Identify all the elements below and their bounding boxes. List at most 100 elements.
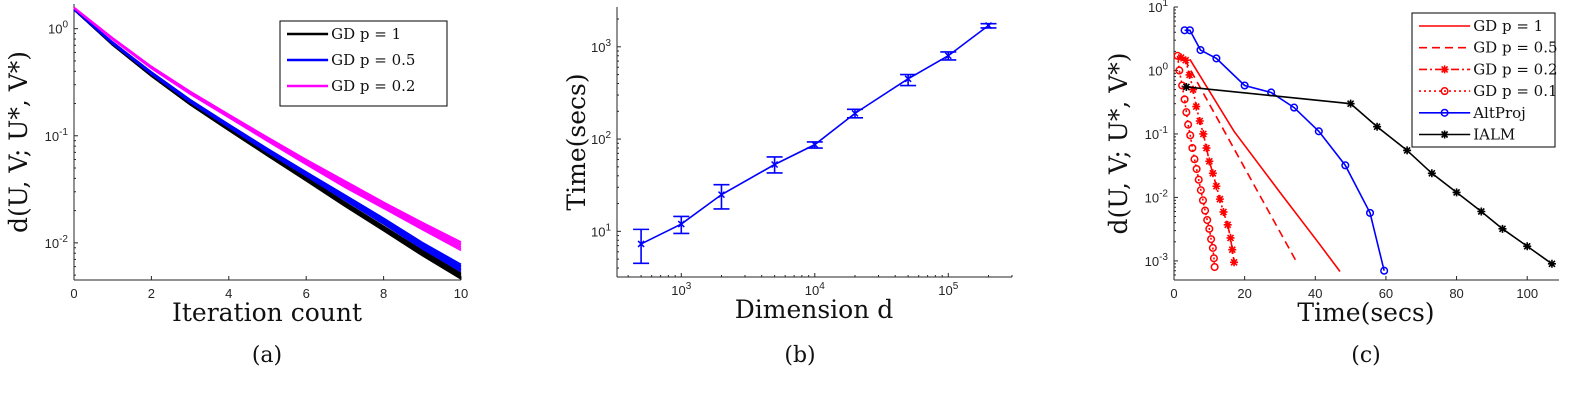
x-tick-label: 100 [1516,286,1538,301]
circle-marker [1180,95,1189,104]
y-axis-label: d(U, V; U*, V*) [1104,52,1133,234]
asterisk-marker [1230,258,1239,267]
legend-label: GD p = 0.5 [1473,39,1557,57]
circle-marker [1341,161,1350,170]
legend-label: GD p = 0.1 [1473,82,1557,100]
series-ialm [1182,82,1556,268]
asterisk-marker [1228,245,1237,254]
tick-base: 10 [591,132,605,147]
circle-marker [1380,266,1389,275]
x-marker [717,191,726,199]
y-axis-label: Time(secs) [562,73,591,210]
circle-marker [1185,26,1194,35]
series-line [1184,29,1385,271]
y-axis-label: d(U, V; U*, V*) [4,51,33,233]
tick-base: 10 [1148,63,1162,78]
panel-c: Time(secs)d(U, V; U*, V*)(c)GD p = 1GD p… [1104,6,1559,368]
x-tick-label: 104 [805,281,825,298]
tick-base: 10 [45,129,59,144]
tick-exponent: 1 [1162,0,1168,9]
asterisk-marker [1523,242,1532,251]
circle-marker [1173,51,1182,60]
circle-marker [1365,208,1375,217]
legend-label: GD p = 0.5 [331,51,415,69]
panel-caption: (c) [1351,343,1381,368]
asterisk-marker [1202,144,1211,153]
error-bar [900,73,917,87]
asterisk-marker [1346,99,1355,108]
x-tick-label: 60 [1379,286,1393,301]
asterisk-marker [1440,65,1449,74]
x-axis-label: Dimension d [735,295,894,324]
x-axis-label: Iteration count [172,298,362,327]
asterisk-marker [1192,102,1201,111]
circle-marker [1210,262,1219,272]
circle-marker [1290,103,1299,112]
asterisk-marker [1547,259,1556,268]
tick-base: 10 [1145,127,1159,142]
tick-exponent: -2 [1159,188,1168,199]
tick-base: 10 [48,22,62,37]
error-bar [633,228,650,265]
circle-marker [1440,108,1449,117]
y-tick-label: 10-1 [1145,125,1169,142]
x-marker [851,109,859,117]
tick-base: 10 [45,236,59,251]
x-tick-label: 10 [454,286,468,301]
series-line [1176,55,1216,268]
asterisk-marker [1215,195,1224,204]
tick-exponent: 2 [605,130,611,141]
tick-base: 10 [938,283,952,298]
legend-label: GD p = 1 [1473,17,1543,35]
x-marker [677,220,685,228]
tick-base: 10 [1148,0,1162,15]
asterisk-marker [1199,129,1208,138]
circle-marker [1194,175,1203,184]
asterisk-marker [1226,233,1235,242]
y-tick-label: 100 [1148,61,1168,78]
x-marker [904,75,912,83]
legend-label: GD p = 0.2 [1473,60,1557,78]
x-marker [771,160,779,169]
y-tick-label: 103 [591,38,611,55]
circle-marker [1207,235,1216,244]
panel-caption: (a) [252,343,282,368]
tick-base: 10 [591,224,605,239]
circle-marker [1196,45,1205,55]
circle-marker [1188,143,1197,153]
y-tick-label: 102 [591,130,611,147]
asterisk-marker [1219,207,1228,216]
series-gd-p-0-5 [73,8,462,273]
tick-base: 10 [805,283,819,298]
x-tick-label: 6 [303,286,310,301]
asterisk-marker [1440,130,1449,139]
x-tick-label: 0 [1170,286,1177,301]
circle-marker [1196,186,1205,195]
tick-exponent: 4 [819,281,825,292]
series-line [640,24,989,245]
asterisk-marker [1223,220,1232,229]
series-altproj [1180,26,1389,275]
asterisk-marker [1195,116,1204,125]
tick-exponent: -3 [1159,252,1168,263]
tick-base: 10 [671,283,685,298]
asterisk-marker [1498,224,1507,233]
y-tick-label: 101 [1148,0,1168,15]
band-line [73,6,462,243]
series-line [1186,86,1553,265]
tick-exponent: 0 [62,20,68,31]
asterisk-marker [1208,169,1217,178]
series-line [1183,58,1299,265]
tick-exponent: 1 [605,222,611,233]
circle-marker [1190,155,1199,164]
asterisk-marker [1477,207,1486,216]
circle-marker [1192,164,1201,174]
series-gd-p-1 [1189,58,1341,273]
asterisk-marker [1427,169,1436,178]
legend: GD p = 1 GD p = 0.5 GD p = 0.2 [279,20,448,107]
asterisk-marker [1212,182,1221,191]
asterisk-marker [1185,70,1194,79]
tick-exponent: -2 [59,234,68,245]
x-tick-label: 40 [1308,286,1322,301]
panel-a: Iteration count d(U, V; U*, V*) (a) GD p = … [4,4,462,368]
